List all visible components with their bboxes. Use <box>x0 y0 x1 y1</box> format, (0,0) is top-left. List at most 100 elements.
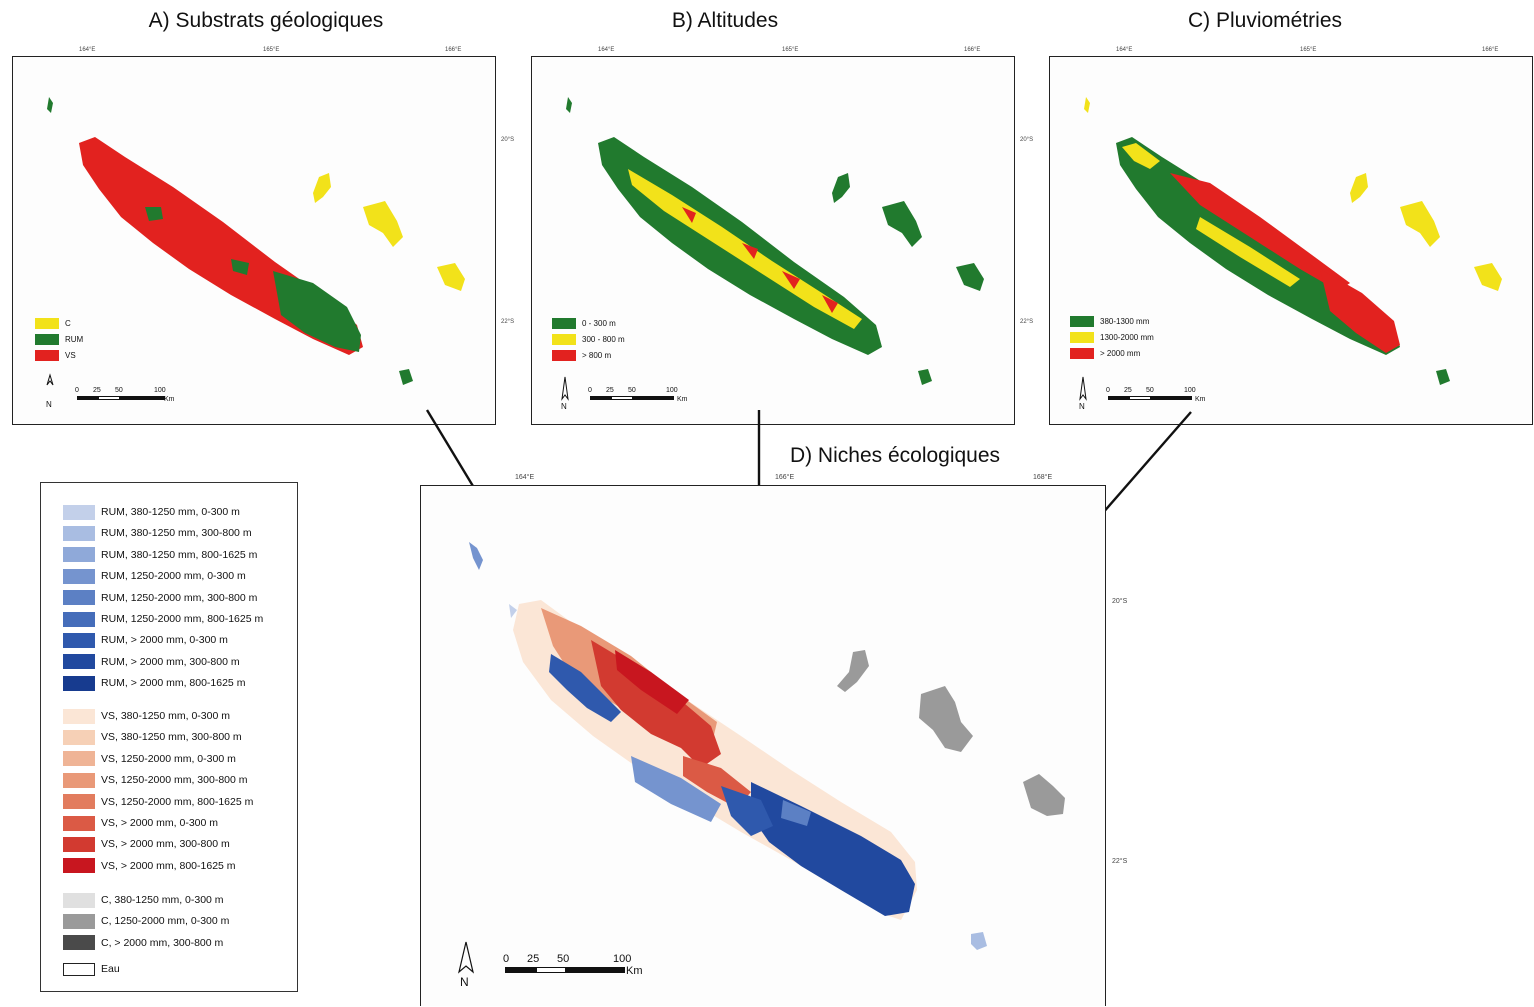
legend-swatch <box>63 547 95 563</box>
svg-text:100: 100 <box>666 387 678 394</box>
legend-swatch <box>63 525 95 541</box>
legend-item: C, 380-1250 mm, 0-300 m <box>63 892 224 908</box>
legend-item: VS, 1250-2000 mm, 0-300 m <box>63 751 236 767</box>
svg-text:Km: Km <box>164 396 175 403</box>
legend-b: 0 - 300 m 300 - 800 m > 800 m <box>552 315 625 363</box>
legend-swatch <box>63 632 95 648</box>
scale-bar-a <box>77 396 165 400</box>
legend-label: VS, > 2000 mm, 800-1625 m <box>101 859 236 872</box>
legend-swatch <box>63 504 95 520</box>
map-d-islands <box>469 542 1065 950</box>
svg-text:50: 50 <box>1146 387 1154 394</box>
panel-c-title: C) Pluviométries <box>1187 9 1343 32</box>
tick-top: 166°E <box>964 47 981 53</box>
svg-text:100: 100 <box>154 387 166 394</box>
legend-swatch <box>63 654 95 670</box>
svg-text:50: 50 <box>557 953 569 965</box>
legend-label: RUM, 1250-2000 mm, 300-800 m <box>101 591 258 604</box>
legend-item: RUM, 380-1250 mm, 300-800 m <box>63 525 252 541</box>
tick-right: 22°S <box>1112 858 1128 865</box>
legend-label: VS, 1250-2000 mm, 0-300 m <box>101 752 236 765</box>
legend-swatch <box>63 751 95 767</box>
legend-swatch <box>63 815 95 831</box>
svg-text:50: 50 <box>628 387 636 394</box>
tick-right: 22°S <box>1020 319 1034 325</box>
legend-label: RUM, 380-1250 mm, 0-300 m <box>101 506 240 518</box>
tick-top: 166°E <box>775 474 795 481</box>
north-arrow-a-icon <box>46 373 54 386</box>
legend-label: RUM, > 2000 mm, 0-300 m <box>101 634 228 647</box>
tick-top: 165°E <box>263 47 280 53</box>
legend-item: RUM, 380-1250 mm, 800-1625 m <box>63 547 257 563</box>
north-label-d: N <box>460 975 469 989</box>
legend-item: RUM, 1250-2000 mm, 0-300 m <box>63 568 246 584</box>
legend-swatch <box>63 794 95 810</box>
legend-label: RUM, 380-1250 mm, 800-1625 m <box>101 548 258 561</box>
legend-swatch <box>63 892 95 908</box>
svg-text:25: 25 <box>606 387 614 394</box>
legend-c-item: 1300-2000 mm <box>1070 329 1154 345</box>
legend-item: VS, > 2000 mm, 800-1625 m <box>63 858 236 874</box>
legend-label: C, 380-1250 mm, 0-300 m <box>101 894 224 906</box>
legend-swatch <box>63 590 95 606</box>
legend-label: VS, > 2000 mm, 300-800 m <box>101 838 230 851</box>
legend-swatch <box>63 708 95 724</box>
legend-item: RUM, > 2000 mm, 0-300 m <box>63 632 228 648</box>
legend-b-item: 300 - 800 m <box>552 331 625 347</box>
svg-text:0: 0 <box>503 953 509 965</box>
legend-swatch <box>63 913 95 929</box>
legend-label: C, > 2000 mm, 300-800 m <box>101 936 224 949</box>
legend-item: RUM, 1250-2000 mm, 800-1625 m <box>63 611 263 627</box>
svg-text:100: 100 <box>1184 387 1196 394</box>
legend-label: RUM, > 2000 mm, 800-1625 m <box>101 677 246 690</box>
legend-label: RUM, 1250-2000 mm, 0-300 m <box>101 570 246 583</box>
tick-top: 164°E <box>598 47 615 53</box>
legend-label: C, 1250-2000 mm, 0-300 m <box>101 915 230 928</box>
tick-top: 166°E <box>1482 47 1499 53</box>
legend-item: RUM, 380-1250 mm, 0-300 m <box>63 504 240 520</box>
legend-swatch <box>63 772 95 788</box>
panel-d-title: D) Niches écologiques <box>789 444 1001 467</box>
legend-swatch <box>63 675 95 691</box>
legend-label: RUM, 1250-2000 mm, 800-1625 m <box>101 613 264 625</box>
tick-right: 22°S <box>501 319 515 325</box>
svg-text:Km: Km <box>1195 396 1206 403</box>
legend-swatch <box>63 836 95 852</box>
legend-label: RUM, 380-1250 mm, 300-800 m <box>101 527 252 540</box>
legend-c-item: > 2000 mm <box>1070 345 1154 361</box>
tick-top: 165°E <box>1300 47 1317 53</box>
svg-text:0: 0 <box>588 387 592 394</box>
legend-c: 380-1300 mm 1300-2000 mm > 2000 mm <box>1070 313 1154 361</box>
legend-item: C, 1250-2000 mm, 0-300 m <box>63 913 229 929</box>
svg-text:25: 25 <box>527 953 539 965</box>
tick-top: 164°E <box>79 47 96 53</box>
legend-swatch <box>63 611 95 627</box>
map-a-svg: N 0 25 50 100 Km <box>46 97 465 409</box>
legend-label: VS, 1250-2000 mm, 300-800 m <box>101 774 248 787</box>
map-b-svg: N 0 25 50 100 Km <box>561 97 984 411</box>
tick-right: 20°S <box>501 137 515 143</box>
tick-top: 168°E <box>1033 474 1053 481</box>
tick-top: 165°E <box>782 47 799 53</box>
tick-top: 166°E <box>445 47 462 53</box>
legend-swatch <box>63 568 95 584</box>
north-arrow-b-icon <box>561 376 569 401</box>
svg-text:N: N <box>561 402 567 411</box>
legend-a-item: C <box>35 315 83 331</box>
legend-item: VS, 1250-2000 mm, 800-1625 m <box>63 794 253 810</box>
legend-item: C, > 2000 mm, 300-800 m <box>63 935 223 951</box>
svg-text:50: 50 <box>115 387 123 394</box>
map-a-islands <box>47 97 465 385</box>
legend-item: VS, > 2000 mm, 300-800 m <box>63 836 230 852</box>
map-panel-niches: N 0 25 50 100 Km 164°E 166°E 168°E <box>420 474 1106 1006</box>
svg-text:0: 0 <box>75 387 79 394</box>
legend-swatch <box>63 935 95 951</box>
north-arrow-c-icon <box>1079 376 1087 401</box>
legend-item: RUM, > 2000 mm, 300-800 m <box>63 654 240 670</box>
tick-top: 164°E <box>515 474 535 481</box>
tick-right: 20°S <box>1112 598 1128 605</box>
map-b-islands <box>566 97 984 385</box>
legend-item: VS, 380-1250 mm, 300-800 m <box>63 729 242 745</box>
north-arrow-d-icon <box>457 941 475 974</box>
legend-a: C RUM VS <box>35 315 83 363</box>
